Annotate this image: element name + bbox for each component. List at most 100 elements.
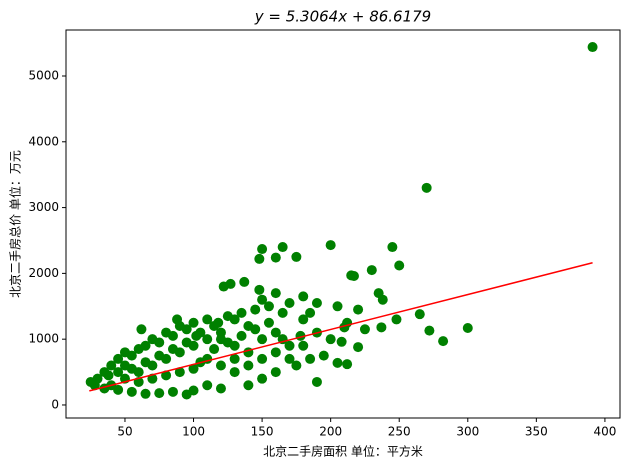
scatter-point	[587, 42, 598, 53]
scatter-point	[257, 373, 268, 384]
scatter-point	[229, 353, 240, 364]
scatter-point	[376, 322, 387, 333]
scatter-point	[215, 327, 226, 338]
scatter-point	[181, 324, 192, 335]
scatter-point	[257, 294, 268, 305]
chart-title: y = 5.3064x + 86.6179	[254, 8, 431, 26]
x-tick-label: 300	[456, 425, 479, 439]
scatter-point	[92, 373, 103, 384]
scatter-point	[126, 350, 137, 361]
scatter-point	[250, 324, 261, 335]
scatter-point	[222, 337, 233, 348]
x-tick-label: 150	[251, 425, 274, 439]
scatter-point	[140, 388, 151, 399]
scatter-point	[421, 182, 432, 193]
scatter-point	[126, 363, 137, 374]
scatter-point	[254, 253, 265, 264]
scatter-point	[298, 314, 309, 325]
scatter-point	[263, 317, 274, 328]
scatter-point	[394, 260, 405, 271]
scatter-point	[215, 360, 226, 371]
scatter-point	[325, 334, 336, 345]
scatter-point	[438, 336, 449, 347]
scatter-point	[209, 344, 220, 355]
scatter-point	[270, 252, 281, 263]
y-tick-label: 2000	[28, 266, 59, 280]
scatter-point	[257, 334, 268, 345]
scatter-point	[229, 314, 240, 325]
scatter-point	[270, 327, 281, 338]
scatter-point	[284, 353, 295, 364]
scatter-point	[387, 242, 398, 253]
scatter-point	[366, 265, 377, 276]
scatter-point	[202, 314, 213, 325]
scatter-point	[270, 367, 281, 378]
scatter-point	[257, 244, 268, 255]
scatter-point	[243, 360, 254, 371]
scatter-point	[277, 242, 288, 253]
scatter-point	[113, 367, 124, 378]
scatter-point	[154, 388, 165, 399]
scatter-point	[154, 337, 165, 348]
scatter-point	[462, 322, 473, 333]
scatter-point	[174, 367, 185, 378]
scatter-point	[257, 353, 268, 364]
scatter-point	[353, 342, 364, 353]
scatter-point	[161, 370, 172, 381]
scatter-point	[167, 386, 178, 397]
scatter-point	[213, 317, 224, 328]
scatter-point	[284, 340, 295, 351]
scatter-point	[291, 360, 302, 371]
scatter-point	[188, 317, 199, 328]
x-tick-label: 400	[593, 425, 616, 439]
scatter-point	[236, 307, 247, 318]
scatter-point	[424, 325, 435, 336]
scatter-point	[154, 350, 165, 361]
scatter-point	[270, 288, 281, 299]
scatter-point	[348, 271, 359, 282]
scatter-point	[250, 304, 261, 315]
y-tick-label: 3000	[28, 200, 59, 214]
scatter-point	[140, 340, 151, 351]
x-tick-label: 250	[388, 425, 411, 439]
plot-frame	[65, 29, 621, 419]
scatter-point	[311, 297, 322, 308]
scatter-point	[113, 353, 124, 364]
scatter-point	[332, 301, 343, 312]
scatter-point	[202, 380, 213, 391]
scatter-point	[325, 240, 336, 251]
scatter-point	[103, 370, 114, 381]
scatter-point	[215, 383, 226, 394]
scatter-point	[254, 284, 265, 295]
x-tick-label: 50	[117, 425, 132, 439]
scatter-point	[229, 367, 240, 378]
y-axis-label: 北京二手房总价 单位：万元	[8, 150, 23, 298]
y-tick-label: 0	[51, 397, 59, 411]
scatter-point	[167, 330, 178, 341]
scatter-point	[359, 324, 370, 335]
scatter-point	[188, 363, 199, 374]
y-tick-label: 1000	[28, 332, 59, 346]
x-tick-label: 350	[525, 425, 548, 439]
scatter-point	[239, 276, 250, 287]
scatter-point	[291, 251, 302, 262]
scatter-point	[277, 307, 288, 318]
scatter-point	[191, 330, 202, 341]
y-tick-label: 4000	[28, 134, 59, 148]
scatter-point	[298, 340, 309, 351]
scatter-point	[202, 334, 213, 345]
scatter-point	[263, 301, 274, 312]
y-tick-label: 5000	[28, 68, 59, 82]
scatter-point	[136, 324, 147, 335]
scatter-point	[318, 350, 329, 361]
scatter-point	[270, 347, 281, 358]
scatter-point	[181, 337, 192, 348]
scatter-point	[377, 294, 388, 305]
scatter-point	[126, 386, 137, 397]
scatter-point	[298, 291, 309, 302]
scatter-point	[336, 336, 347, 347]
scatter-point	[342, 359, 353, 370]
scatter-point	[181, 389, 192, 400]
scatter-point	[305, 307, 316, 318]
